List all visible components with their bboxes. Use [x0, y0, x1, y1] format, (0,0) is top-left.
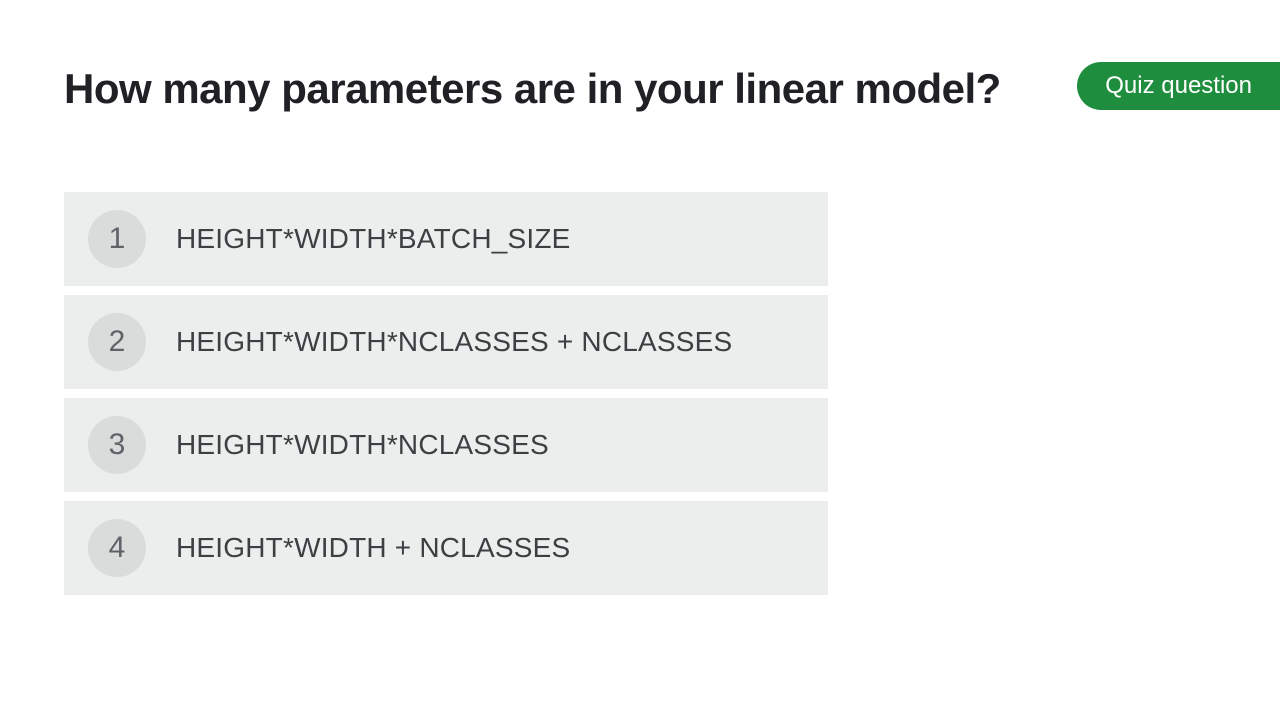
option-4[interactable]: 4 HEIGHT*WIDTH + NCLASSES: [64, 501, 828, 595]
option-3[interactable]: 3 HEIGHT*WIDTH*NCLASSES: [64, 398, 828, 492]
option-number: 4: [109, 531, 126, 565]
option-1[interactable]: 1 HEIGHT*WIDTH*BATCH_SIZE: [64, 192, 828, 286]
option-number-circle: 2: [88, 313, 146, 371]
option-number: 3: [109, 428, 126, 462]
question-title: How many parameters are in your linear m…: [64, 65, 1001, 113]
option-text: HEIGHT*WIDTH*BATCH_SIZE: [176, 223, 571, 255]
option-number-circle: 3: [88, 416, 146, 474]
option-text: HEIGHT*WIDTH + NCLASSES: [176, 532, 570, 564]
option-number-circle: 4: [88, 519, 146, 577]
option-number: 2: [109, 325, 126, 359]
option-number: 1: [109, 222, 126, 256]
option-number-circle: 1: [88, 210, 146, 268]
option-2[interactable]: 2 HEIGHT*WIDTH*NCLASSES + NCLASSES: [64, 295, 828, 389]
option-text: HEIGHT*WIDTH*NCLASSES: [176, 429, 549, 461]
option-text: HEIGHT*WIDTH*NCLASSES + NCLASSES: [176, 326, 732, 358]
quiz-badge: Quiz question: [1077, 62, 1280, 110]
options-container: 1 HEIGHT*WIDTH*BATCH_SIZE 2 HEIGHT*WIDTH…: [64, 192, 828, 604]
quiz-badge-label: Quiz question: [1105, 72, 1252, 99]
